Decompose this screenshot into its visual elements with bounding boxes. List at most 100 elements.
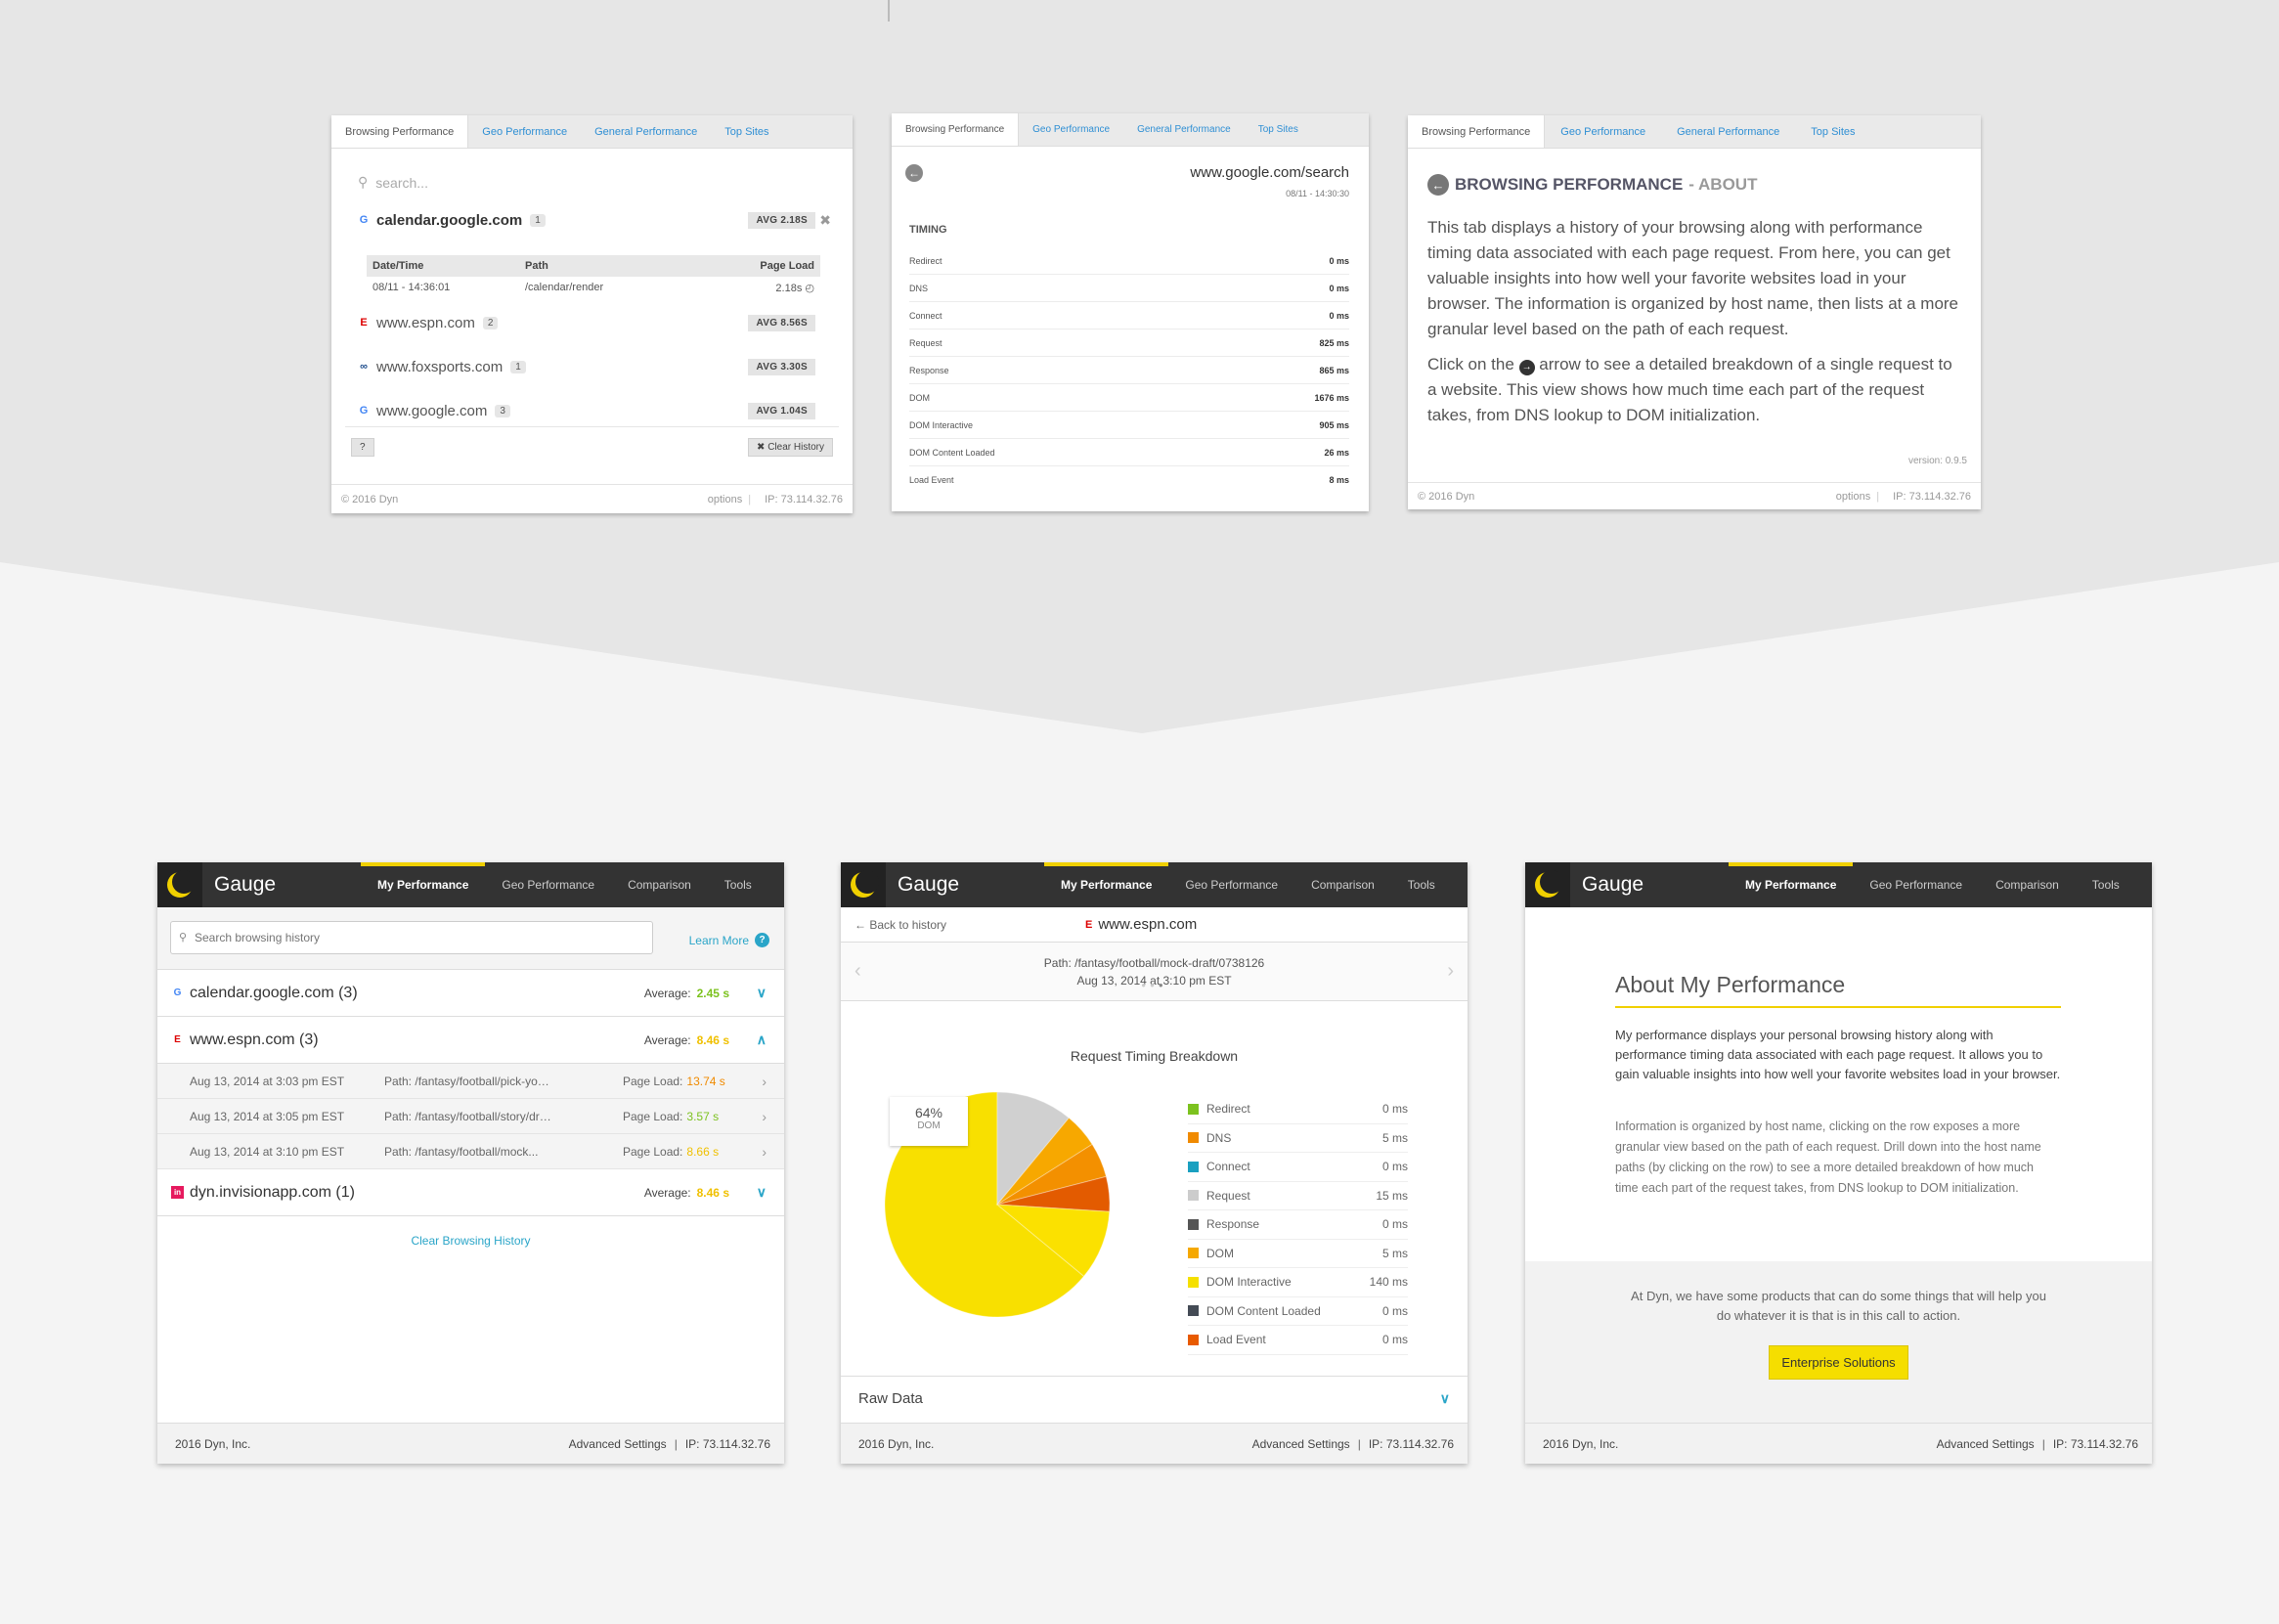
app-footer: 2016 Dyn, Inc. Advanced Settings | IP: 73.… (1525, 1423, 2152, 1464)
search-bar: ⚲ Learn More ? (157, 907, 784, 970)
chart-title: Request Timing Breakdown (1070, 1048, 1239, 1064)
nav-geo-performance[interactable]: Geo Performance (502, 878, 595, 892)
close-icon[interactable]: ✖ (819, 211, 831, 228)
back-arrow-icon[interactable]: ← (905, 164, 923, 182)
tab-geo-performance[interactable]: Geo Performance (1560, 125, 1646, 138)
site-row[interactable]: in dyn.invisionapp.com (1) Average: 8.46 … (157, 1169, 784, 1216)
pie-slice[interactable] (996, 1143, 1107, 1206)
chevron-up-icon[interactable]: ∧ (756, 1031, 767, 1047)
chevron-down-icon[interactable]: ∨ (756, 1184, 767, 1200)
legend-value: 140 ms (1369, 1275, 1408, 1290)
timing-value: 1676 ms (1314, 392, 1349, 403)
clear-history-button[interactable]: ✖ Clear History (748, 438, 833, 457)
nav-my-performance[interactable]: My Performance (361, 862, 486, 907)
nav-geo-performance[interactable]: Geo Performance (1869, 878, 1963, 892)
back-to-history-link[interactable]: ← Back to history (855, 918, 946, 932)
app-header: Gauge My Performance Geo Performance Com… (841, 862, 1468, 907)
advanced-settings-link[interactable]: Advanced Settings (1251, 1436, 1350, 1451)
row-date: 08/11 - 14:36:01 (373, 282, 451, 293)
carousel-dot[interactable]: ● (1158, 981, 1167, 989)
nav-geo-performance[interactable]: Geo Performance (1185, 878, 1279, 892)
nav-my-performance[interactable]: My Performance (1729, 862, 1854, 907)
advanced-settings-link[interactable]: Advanced Settings (568, 1436, 667, 1451)
pie-slice[interactable] (995, 1204, 1111, 1278)
carousel-dot[interactable]: ● (1141, 981, 1151, 989)
tab-top-sites[interactable]: Top Sites (1811, 125, 1856, 138)
nav-my-performance[interactable]: My Performance (1044, 862, 1169, 907)
timing-row: DOM 1676 ms (909, 384, 1349, 412)
site-row[interactable]: E www.espn.com 2 AVG 8.56S (357, 311, 831, 334)
legend-swatch (1188, 1132, 1199, 1144)
app-footer: 2016 Dyn, Inc. Advanced Settings | IP: 73.… (157, 1423, 784, 1464)
about-body: This tab displays a history of your brow… (1427, 215, 1961, 438)
about-paragraph: My performance displays your personal br… (1615, 1028, 2061, 1081)
site-row[interactable]: ∞ www.foxsports.com 1 AVG 3.30S (357, 355, 831, 378)
back-arrow-icon[interactable]: ← (1427, 174, 1449, 196)
footer-right: Advanced Settings | IP: 73.114.32.76 (1937, 1437, 2138, 1451)
pie-slice[interactable] (996, 1175, 1111, 1212)
tab-general-performance[interactable]: General Performance (594, 125, 698, 138)
learn-more-label: Learn More (688, 933, 749, 947)
legend-swatch (1188, 1334, 1199, 1345)
site-row[interactable]: G calendar.google.com (3) Average: 2.45 s… (157, 970, 784, 1017)
options-link[interactable]: options (1835, 490, 1871, 503)
timing-row: Load Event 8 ms (909, 466, 1349, 494)
table-row[interactable]: 08/11 - 14:36:01 /calendar/render 2.18s … (367, 277, 820, 298)
tab-general-performance[interactable]: General Performance (1137, 124, 1231, 135)
chevron-down-icon[interactable]: ∨ (756, 985, 767, 1000)
ip-address: IP: 73.114.32.76 (1368, 1436, 1454, 1451)
raw-data-toggle[interactable]: Raw Data ∨ (841, 1376, 1468, 1421)
path-carousel: ‹ Path: /fantasy/football/mock-draft/073… (841, 943, 1468, 1001)
tab-geo-performance[interactable]: Geo Performance (1032, 124, 1111, 135)
pie-slice[interactable] (996, 1117, 1093, 1206)
legend-label: DOM (1206, 1246, 1234, 1260)
search-field[interactable]: ⚲ search... (358, 174, 428, 191)
tab-general-performance[interactable]: General Performance (1677, 125, 1780, 138)
chevron-left-icon[interactable]: ‹ (855, 960, 861, 982)
help-button[interactable]: ? (351, 438, 374, 457)
path-text: Path: /fantasy/football/story/draft... (384, 1109, 555, 1123)
clock-icon: ◴ (805, 282, 814, 294)
site-name: www.foxsports.com (376, 358, 504, 375)
site-row[interactable]: G www.google.com 3 AVG 1.04S (357, 399, 831, 422)
legend-label: DOM Interactive (1206, 1275, 1292, 1290)
nav-tools[interactable]: Tools (1407, 878, 1435, 892)
learn-more-link[interactable]: Learn More ? (689, 933, 769, 947)
carousel-dot[interactable]: ● (1150, 981, 1159, 989)
advanced-settings-link[interactable]: Advanced Settings (1936, 1436, 2035, 1451)
average-label: Average: (643, 1185, 691, 1200)
nav-tools[interactable]: Tools (723, 878, 752, 892)
tab-browsing-performance[interactable]: Browsing Performance (1408, 115, 1546, 148)
tab-top-sites[interactable]: Top Sites (724, 125, 769, 138)
tab-top-sites[interactable]: Top Sites (1257, 124, 1298, 135)
tab-browsing-performance[interactable]: Browsing Performance (331, 115, 469, 148)
site-row[interactable]: E www.espn.com (3) Average: 8.46 s ∧ (157, 1017, 784, 1064)
tab-browsing-performance[interactable]: Browsing Performance (892, 113, 1020, 146)
nav-comparison[interactable]: Comparison (628, 878, 691, 892)
timing-label: Load Event (909, 475, 954, 485)
tab-geo-performance[interactable]: Geo Performance (482, 125, 568, 138)
enterprise-solutions-button[interactable]: Enterprise Solutions (1769, 1345, 1908, 1380)
nav-comparison[interactable]: Comparison (1995, 878, 2059, 892)
options-link[interactable]: options (707, 493, 743, 505)
pie-slice[interactable] (996, 1091, 1071, 1207)
path-date: Aug 13, 2014 at 3:10 pm EST (190, 1144, 345, 1159)
timing-value: 0 ms (1329, 255, 1349, 266)
chevron-right-icon[interactable]: › (1447, 960, 1454, 982)
para-text: arrow to see a detailed breakdown of a s… (1427, 355, 1952, 424)
clear-history-link[interactable]: Clear Browsing History (411, 1234, 531, 1248)
path-row[interactable]: Aug 13, 2014 at 3:10 pm EST Path: /fanta… (157, 1134, 784, 1169)
path-row[interactable]: Aug 13, 2014 at 3:03 pm EST Path: /fanta… (157, 1064, 784, 1099)
footer-right: Advanced Settings | IP: 73.114.32.76 (1252, 1437, 1454, 1451)
brand-name: Gauge (1582, 873, 1644, 896)
path-row[interactable]: Aug 13, 2014 at 3:05 pm EST Path: /fanta… (157, 1099, 784, 1134)
app-header: Gauge My Performance Geo Performance Com… (1525, 862, 2152, 907)
legend-label: DOM Content Loaded (1206, 1303, 1321, 1318)
site-row[interactable]: G calendar.google.com 1 AVG 2.18S ✖ (357, 208, 831, 232)
nav-comparison[interactable]: Comparison (1311, 878, 1375, 892)
google-icon: G (359, 214, 369, 226)
avg-badge: AVG 2.18S (748, 211, 815, 229)
nav-tools[interactable]: Tools (2091, 878, 2120, 892)
back-label: Back to history (869, 917, 947, 932)
search-input[interactable] (170, 921, 653, 954)
